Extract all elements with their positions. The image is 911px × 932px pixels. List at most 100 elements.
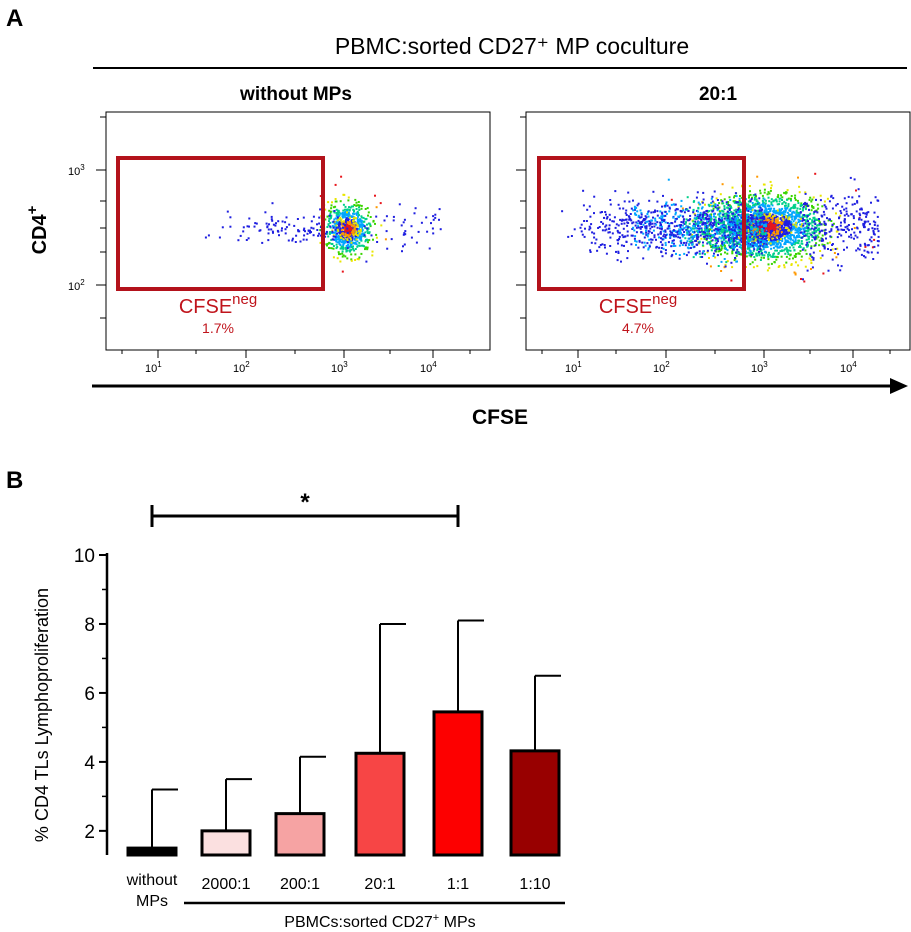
flow-event-dot [814, 244, 817, 247]
bar [200, 829, 252, 857]
flow-event-dot [760, 210, 763, 213]
flow-event-dot [672, 250, 675, 252]
flow-event-dot [723, 225, 725, 228]
flow-event-dot [335, 247, 338, 250]
flow-event-dot [334, 183, 337, 186]
flow-event-dot [640, 223, 643, 226]
flow-event-dot [835, 204, 838, 207]
flow-event-dot [335, 225, 338, 228]
flow-event-dot [683, 241, 685, 244]
flow-event-dot [738, 230, 741, 233]
flow-event-dot [785, 255, 788, 258]
flow-event-dot [721, 242, 724, 245]
flow-event-dot [714, 204, 717, 206]
flow-event-dot [336, 257, 339, 260]
flow-event-dot [734, 246, 736, 248]
flow-event-dot [339, 229, 342, 232]
flow-event-dot [760, 203, 763, 206]
flow-event-dot [864, 220, 867, 223]
flow-event-dot [723, 228, 725, 230]
flow-event-dot [730, 228, 733, 231]
flow-event-dot [772, 211, 775, 214]
flow-event-dot [753, 234, 756, 237]
flow-event-dot [770, 247, 773, 250]
flow-event-dot [685, 218, 688, 221]
flow-event-dot [638, 240, 641, 243]
flow-event-dot [708, 210, 710, 213]
flow-event-dot [811, 224, 814, 227]
flow-event-dot [847, 195, 850, 198]
flow-event-dot [356, 210, 359, 213]
flow-event-dot [364, 248, 366, 251]
flow-event-dot [767, 229, 770, 232]
x-tick-label: 1:10 [519, 876, 550, 893]
flow-event-dot [703, 236, 706, 238]
flow-event-dot [785, 191, 787, 194]
flow-event-dot [347, 213, 350, 216]
flow-event-dot [366, 227, 369, 230]
flow-event-dot [820, 239, 823, 242]
flow-event-dot [732, 226, 735, 229]
flow-event-dot [779, 197, 782, 200]
flow-event-dot [863, 255, 865, 258]
gate-label-text: CFSE [179, 296, 232, 318]
flow-event-dot [728, 228, 731, 231]
flow-event-dot [794, 256, 797, 258]
flow-event-dot [753, 231, 756, 234]
flow-event-dot [635, 221, 638, 224]
flow-event-dot [349, 233, 352, 236]
flow-event-dot [864, 256, 867, 259]
flow-event-dot [867, 211, 870, 214]
flow-event-dot [402, 233, 405, 236]
flow-event-dot [763, 213, 766, 216]
flow-event-dot [342, 203, 345, 206]
flow-event-dot [797, 176, 799, 179]
flow-event-dot [672, 233, 675, 236]
flow-event-dot [811, 204, 813, 207]
flow-event-dot [768, 267, 771, 270]
flow-event-dot [697, 213, 699, 216]
flow-event-dot [362, 216, 365, 219]
flow-event-dot [722, 215, 725, 217]
flow-event-dot [736, 248, 739, 251]
flow-event-dot [345, 249, 348, 251]
flow-event-dot [285, 216, 288, 219]
flow-event-dot [679, 229, 682, 232]
flow-event-dot [767, 204, 770, 207]
flow-event-dot [802, 233, 805, 235]
gate-label-sup: neg [652, 291, 677, 308]
flow-event-dot [790, 226, 793, 229]
flow-event-dot [727, 223, 730, 226]
flow-event-dot [756, 225, 759, 228]
flow-event-dot [760, 229, 763, 231]
flow-event-dot [699, 211, 702, 214]
flow-event-dot [354, 198, 357, 201]
flow-event-dot [817, 229, 820, 232]
flow-event-dot [618, 235, 621, 238]
flow-event-dot [829, 241, 831, 244]
flow-event-dot [759, 189, 762, 192]
flow-event-dot [731, 266, 734, 269]
flow-event-dot [609, 218, 611, 221]
flow-event-dot [804, 192, 807, 195]
flow-event-dot [721, 220, 724, 223]
y-tick-label: 10 [74, 546, 95, 567]
flow-event-dot [626, 230, 629, 233]
flow-event-dot [357, 223, 360, 226]
flow-event-dot [727, 234, 730, 237]
flow-event-dot [685, 229, 688, 232]
flow-event-dot [772, 235, 775, 238]
flow-event-dot [793, 236, 796, 239]
flow-event-dot [319, 234, 322, 237]
flow-event-dot [759, 259, 762, 261]
flow-event-dot [706, 215, 709, 218]
flow-event-dot [843, 208, 846, 211]
flow-event-dot [359, 219, 362, 222]
flow-event-dot [800, 202, 803, 205]
flow-event-dot [824, 233, 827, 236]
flow-event-dot [723, 212, 726, 215]
flow-event-dot [642, 219, 645, 222]
flow-event-dot [697, 217, 700, 220]
flow-event-dot [646, 235, 649, 238]
flow-event-dot [679, 226, 682, 228]
